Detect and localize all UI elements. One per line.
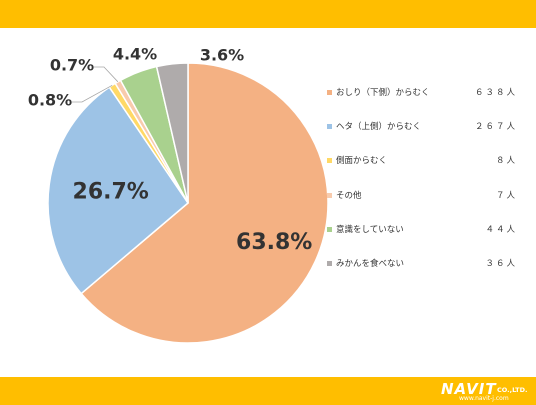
legend-count: ４４人 (485, 224, 517, 235)
leader-line (72, 84, 113, 103)
pie-percent-label: 0.7% (50, 56, 94, 75)
legend: おしり（下側）からむく ６３８人 ヘタ（上側）からむく ２６７人 側面からむく … (327, 84, 517, 289)
pie-slice (80, 62, 329, 344)
legend-count: ２６７人 (474, 122, 517, 133)
legend-count: ７人 (495, 190, 517, 201)
legend-swatch (327, 124, 332, 130)
pie-leader-lines (72, 66, 119, 103)
pie-slices (47, 62, 329, 344)
navit-logo[interactable]: NAVIT CO.,LTD. www.navit-j.com (441, 380, 531, 402)
legend-swatch (327, 90, 332, 95)
legend-item: その他 ７人 (327, 187, 517, 221)
pie-percent-label: 26.7% (73, 180, 149, 205)
pie-percent-label: 63.8% (236, 230, 312, 255)
logo-suffix: CO.,LTD. (497, 386, 528, 394)
legend-swatch (327, 260, 332, 266)
bottom-band (0, 377, 536, 405)
pie-percent-labels: 63.8% 26.7% 0.8% 0.7% 4.4% 3.6% (28, 45, 313, 255)
legend-swatch (327, 158, 332, 164)
pie-slice (155, 62, 189, 204)
legend-label: おしり（下側）からむく (336, 88, 430, 98)
legend-count: ８人 (495, 156, 517, 167)
legend-label: みかんを食べない (336, 258, 405, 269)
legend-label: 側面からむく (336, 156, 388, 167)
pie-percent-label: 3.6% (200, 46, 244, 65)
pie-percent-label: 0.8% (28, 91, 72, 110)
legend-label: 意識をしていない (336, 224, 404, 235)
legend-item: みかんを食べない ３６人 (327, 255, 517, 289)
legend-item: おしり（下側）からむく ６３８人 (327, 84, 517, 118)
pie-slice (47, 86, 189, 295)
legend-swatch (327, 192, 332, 198)
logo-url: www.navit-j.com (459, 395, 509, 402)
top-band (0, 0, 536, 28)
legend-label: ヘタ（上側）からむく (336, 122, 422, 133)
legend-count: ３６人 (485, 258, 517, 269)
legend-count: ６３８人 (474, 88, 517, 98)
pie-percent-label: 4.4% (113, 45, 157, 64)
legend-swatch (327, 226, 332, 232)
legend-label: その他 (336, 190, 362, 201)
legend-item: 意識をしていない ４４人 (327, 221, 517, 255)
logo-name: NAVIT (441, 380, 497, 398)
leader-line (94, 66, 119, 83)
legend-item: 側面からむく ８人 (327, 152, 517, 186)
legend-item: ヘタ（上側）からむく ２６７人 (327, 118, 517, 152)
